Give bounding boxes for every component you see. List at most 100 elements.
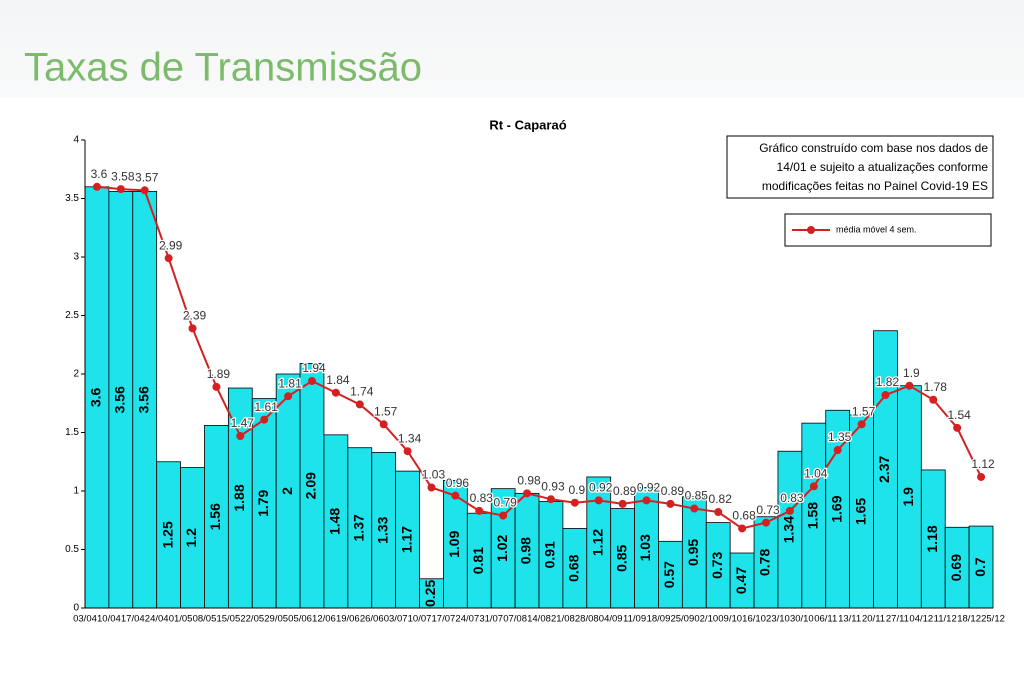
line-value-label: 3.58 [111, 169, 135, 183]
slide-title: Taxas de Transmissão [24, 46, 422, 90]
x-tick-label: 21/08 [551, 614, 575, 625]
line-point [953, 423, 962, 432]
line-value-label: 0.98 [517, 474, 541, 488]
bar-value-label: 1.69 [828, 495, 844, 522]
line-value-label: 0.92 [589, 481, 613, 495]
line-value-label: 3.6 [91, 167, 108, 181]
bar-value-label: 0.98 [518, 537, 534, 564]
x-tick-label: 11/09 [623, 614, 646, 625]
line-point [403, 447, 412, 456]
x-tick-label: 31/07 [479, 614, 503, 625]
line-value-label: 0.85 [685, 489, 709, 503]
line-value-label: 0.83 [470, 491, 494, 505]
x-tick-label: 13/11 [838, 614, 861, 625]
x-tick-label: 01/05 [169, 614, 193, 625]
line-value-label: 1.04 [804, 466, 828, 480]
line-point [164, 254, 173, 263]
line-point [594, 496, 603, 505]
annotation-line: 14/01 e sujeito a atualizações conforme [777, 160, 989, 174]
bar-value-label: 1.65 [852, 498, 868, 525]
y-tick-label: 1 [73, 486, 79, 497]
line-value-label: 1.74 [350, 385, 374, 399]
line-value-label: 0.96 [446, 476, 470, 490]
x-tick-label: 18/09 [647, 614, 671, 625]
x-tick-label: 17/04 [121, 614, 145, 625]
bar-value-label: 1.34 [781, 516, 797, 543]
line-point [738, 524, 747, 533]
bar-value-label: 2.09 [303, 472, 319, 499]
line-value-label: 1.12 [971, 457, 995, 471]
line-value-label: 0.83 [780, 491, 804, 505]
line-value-label: 1.61 [255, 400, 279, 414]
x-tick-label: 07/08 [503, 614, 527, 625]
x-tick-label: 16/10 [742, 614, 766, 625]
x-tick-label: 28/08 [575, 614, 599, 625]
line-point [546, 495, 555, 504]
line-point [236, 432, 245, 441]
line-point [379, 420, 388, 429]
line-point [355, 400, 364, 409]
line-point [642, 496, 651, 505]
x-tick-label: 03/04 [73, 614, 97, 625]
bar-value-label: 0.69 [948, 554, 964, 581]
bar-value-label: 1.58 [804, 502, 820, 529]
line-value-label: 2.99 [159, 238, 183, 252]
x-tick-label: 19/06 [336, 614, 360, 625]
line-point [881, 391, 890, 400]
y-tick-label: 4 [73, 135, 79, 146]
bar-value-label: 0.81 [470, 547, 486, 574]
bar-value-label: 0.85 [613, 544, 629, 571]
bar-value-label: 1.25 [159, 521, 175, 548]
y-tick-label: 0.5 [65, 544, 79, 555]
moving-average-line [96, 185, 982, 530]
bar-value-label: 1.48 [327, 508, 343, 535]
line-value-label: 1.35 [828, 430, 852, 444]
line-point [666, 499, 675, 508]
x-tick-label: 23/10 [766, 614, 790, 625]
x-tick-label: 27/11 [886, 614, 909, 625]
line-point [188, 324, 197, 333]
line-point [451, 491, 460, 500]
line-point [140, 186, 149, 195]
line-value-label: 0.82 [709, 492, 733, 506]
line-point [690, 504, 699, 513]
x-tick-label: 05/06 [288, 614, 312, 625]
line-value-label: 0.89 [613, 484, 637, 498]
line-point [475, 506, 484, 515]
annotation-line: modificações feitas no Painel Covid-19 E… [762, 179, 988, 193]
line-value-label: 0.73 [756, 503, 780, 517]
line-point [714, 508, 723, 517]
line-point [929, 395, 938, 404]
line-value-label: 1.89 [207, 367, 231, 381]
line-value-label: 0.68 [732, 509, 756, 523]
x-tick-label: 25/12 [981, 614, 1005, 625]
annotation-line: Gráfico construído com base nos dados de [759, 141, 988, 155]
bar-value-label: 1.02 [494, 534, 510, 561]
bar-value-label: 1.03 [637, 534, 653, 561]
line-value-label: 1.82 [876, 375, 900, 389]
bar-value-label: 2.37 [876, 456, 892, 483]
chart-title: Rt - Caparaó [489, 117, 566, 132]
bar-value-label: 1.09 [446, 530, 462, 557]
line-value-label: 1.03 [422, 468, 446, 482]
x-tick-label: 18/12 [957, 614, 981, 625]
bar-value-label: 3.56 [135, 386, 151, 413]
bar-value-label: 0.78 [757, 549, 773, 576]
line-value-label: 0.92 [637, 481, 661, 495]
x-tick-label: 10/04 [97, 614, 121, 625]
y-tick-label: 1.5 [65, 427, 79, 438]
x-tick-label: 06/11 [814, 614, 837, 625]
line-point [212, 382, 221, 391]
line-point [618, 499, 627, 508]
x-tick-label: 02/10 [694, 614, 718, 625]
line-point [977, 472, 986, 481]
line-point [427, 483, 436, 492]
bar-value-label: 1.79 [255, 489, 271, 516]
line-value-label: 3.57 [135, 170, 159, 184]
x-tick-label: 08/05 [193, 614, 217, 625]
bar-value-label: 0.95 [685, 539, 701, 566]
bar-value-label: 1.33 [374, 516, 390, 543]
bar-value-label: 1.12 [589, 529, 605, 556]
x-tick-label: 29/05 [264, 614, 288, 625]
